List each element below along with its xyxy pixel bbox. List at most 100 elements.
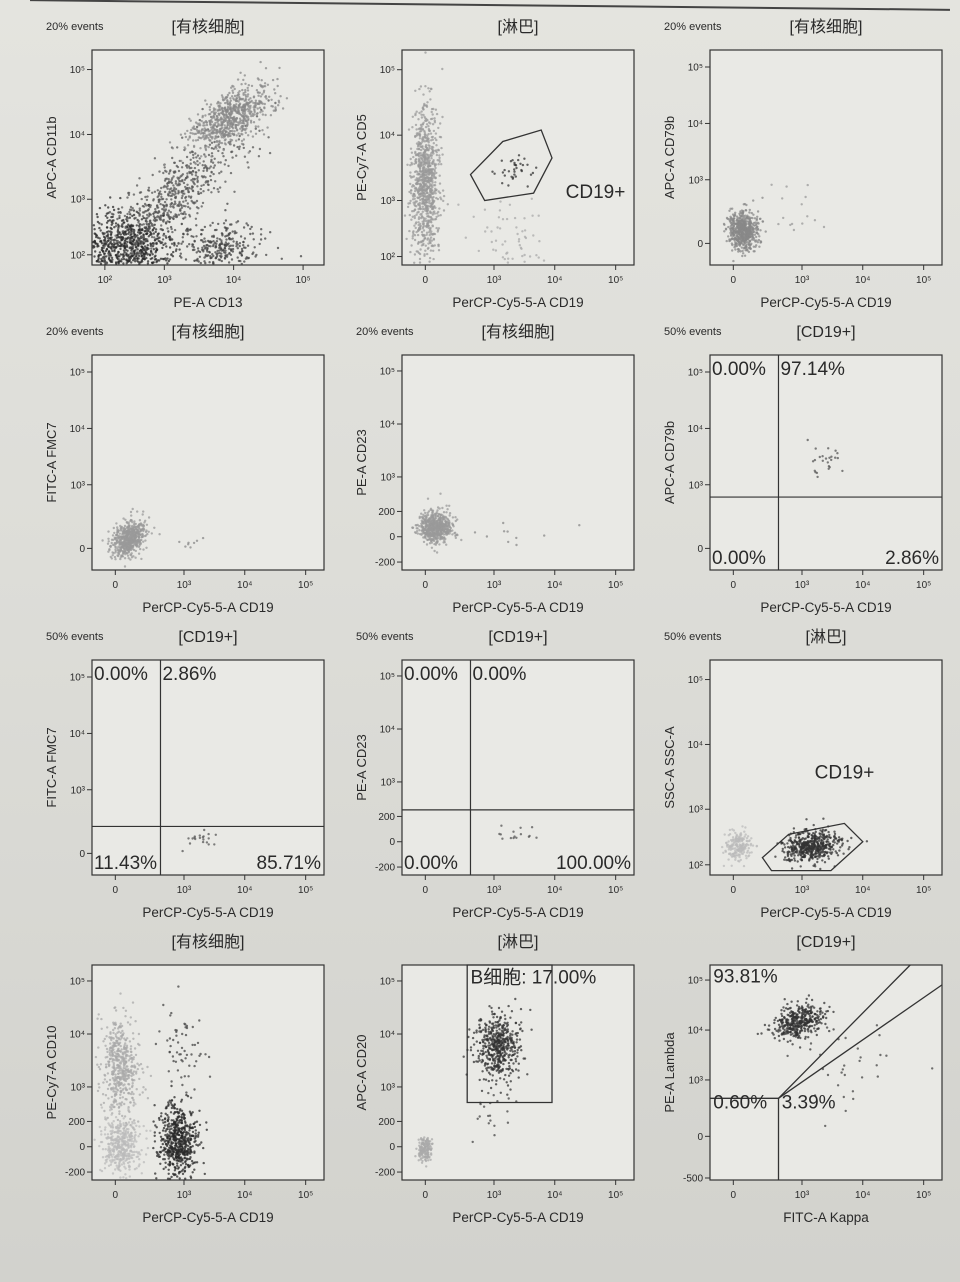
event-point [204,120,208,123]
event-point [144,195,147,199]
event-point [138,207,141,210]
event-point [152,248,156,251]
event-point [454,516,457,519]
event-point [278,66,281,70]
event-point [198,157,201,160]
event-point [142,238,145,241]
event-point [460,538,463,542]
event-point [138,232,141,235]
event-point [133,536,137,539]
event-point [233,232,237,235]
event-point [416,532,419,535]
event-point [212,172,215,176]
event-point [130,514,133,517]
event-point [224,241,228,244]
event-point [741,229,744,232]
event-point [255,115,259,118]
event-point [163,179,167,182]
event-point [162,186,165,189]
event-point [246,244,250,247]
event-point [437,512,440,516]
event-point [411,235,414,238]
event-point [242,92,245,95]
event-point [142,540,145,543]
event-point [213,116,216,119]
event-point [147,530,150,533]
event-point [182,181,186,185]
event-point [115,533,119,536]
event-point [435,153,439,157]
event-point [122,221,125,224]
event-point [196,185,199,188]
event-point [132,530,136,534]
event-point [195,156,198,159]
event-point [276,77,279,81]
event-points [411,492,581,554]
event-point [107,540,110,543]
event-point [240,129,243,133]
event-point [147,235,150,238]
event-point [225,234,228,237]
event-point [723,230,726,233]
event-point [729,227,732,230]
event-point [249,130,253,133]
event-point [517,238,521,241]
gate-title: [有核细胞] [482,323,555,341]
event-point [164,234,167,238]
event-point [226,202,229,205]
event-point [200,205,203,208]
event-point [418,252,422,256]
event-point [731,227,735,230]
event-point [416,191,420,195]
event-point [105,248,109,251]
event-point [247,84,250,87]
event-point [409,192,413,195]
event-point [420,178,424,181]
event-point [434,176,437,180]
event-point [111,205,115,209]
event-point [146,262,150,265]
event-point [160,214,163,217]
event-point [220,94,224,97]
event-point [228,126,231,130]
event-point [114,234,117,237]
event-point [174,192,177,195]
event-point [165,203,168,206]
event-point [205,244,208,247]
flow-plot: 20% events [有核细胞] 0 10³ 10⁴ 10⁵ 0 10³ 10⁴ 10⁵ PerC… [30,323,340,625]
event-point [434,536,437,540]
event-point [137,231,140,234]
event-point [127,525,131,529]
event-point [234,123,237,127]
event-point [215,128,218,131]
event-point [260,84,263,88]
event-point [184,545,187,548]
event-point [423,191,426,195]
event-point [435,144,438,147]
event-point [191,243,194,246]
event-point [174,196,177,199]
event-point [164,242,167,245]
event-point [405,237,408,241]
event-point [119,524,122,528]
event-point [424,244,427,247]
event-point [424,217,427,220]
event-point [427,170,430,173]
event-point [222,136,225,139]
event-point [230,95,234,98]
event-point [162,258,166,261]
event-point [148,227,151,230]
event-point [176,176,179,179]
event-point [537,256,540,259]
event-point [225,229,228,232]
event-point [128,210,131,214]
event-point [438,174,441,177]
event-point [426,160,429,163]
event-point [422,540,426,544]
event-point [137,537,141,540]
event-point [472,215,475,218]
gate-label: CD19+ [566,182,626,203]
event-point [107,254,110,257]
event-point [166,227,169,230]
event-point [433,529,436,532]
